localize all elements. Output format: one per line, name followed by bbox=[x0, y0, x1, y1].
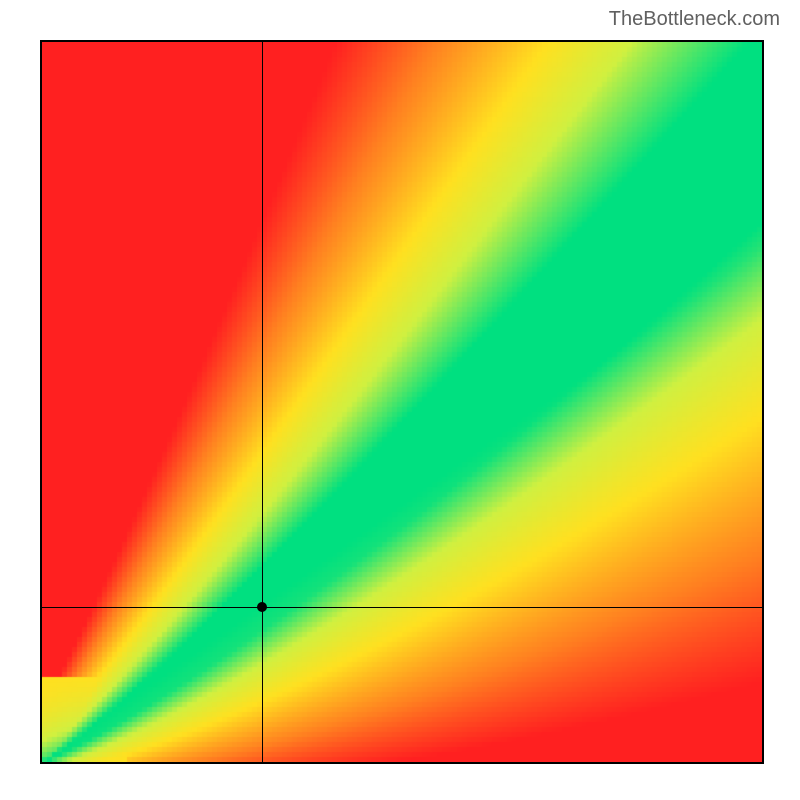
attribution-text: TheBottleneck.com bbox=[609, 8, 780, 31]
crosshair-horizontal bbox=[42, 607, 762, 608]
plot-frame bbox=[40, 40, 764, 764]
marker-dot bbox=[257, 602, 267, 612]
crosshair-vertical bbox=[262, 42, 263, 762]
heatmap-canvas bbox=[42, 42, 762, 762]
